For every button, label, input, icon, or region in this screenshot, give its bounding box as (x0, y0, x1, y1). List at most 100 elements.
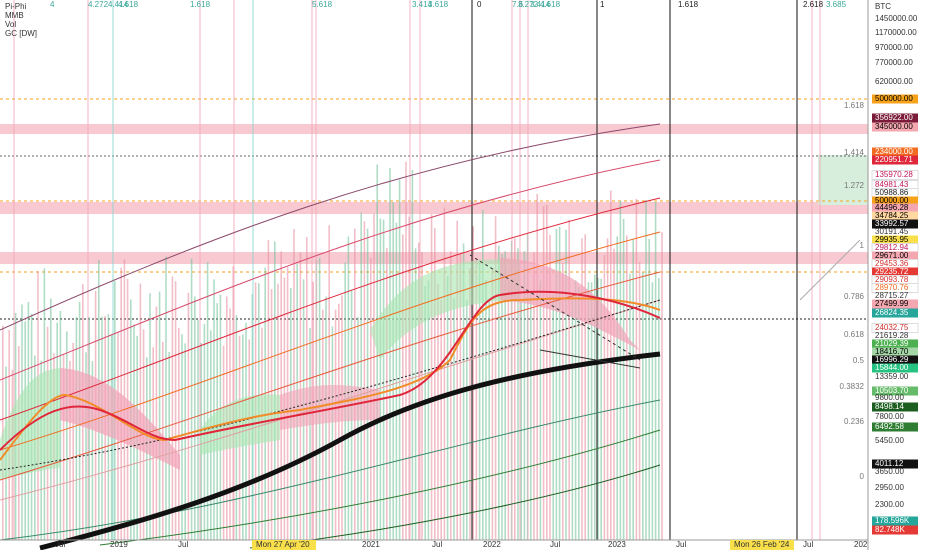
price-label: 30191.45 (875, 227, 909, 236)
price-badge (871, 283, 919, 293)
bar (555, 228, 558, 540)
bar (638, 262, 641, 540)
bar (75, 316, 78, 540)
bar (466, 300, 468, 540)
price-label: 29671.00 (875, 251, 909, 260)
bar (363, 221, 366, 540)
price-label: 135970.28 (875, 170, 913, 179)
price-label: 8498.14 (875, 402, 904, 411)
price-label: 18416.70 (875, 347, 909, 356)
bar (206, 262, 209, 540)
price-badge (872, 525, 918, 535)
bar (642, 272, 644, 540)
bar (408, 216, 410, 540)
time-label: Jul (432, 540, 442, 549)
bar (354, 228, 356, 541)
bar (421, 252, 423, 540)
fib-label: 0.236 (844, 417, 865, 426)
bar (405, 161, 407, 540)
top-label: 4 (50, 0, 55, 9)
bar (331, 326, 334, 540)
time-label: Mon 26 Feb '24 (734, 540, 790, 549)
price-badge (872, 308, 918, 318)
price-badge (872, 516, 918, 526)
top-label: 3.414 (412, 0, 433, 9)
curve (0, 297, 661, 461)
bar (590, 282, 593, 540)
bar (267, 240, 270, 540)
time-label: Jul (178, 540, 188, 549)
price-label: 5450.00 (875, 436, 904, 445)
bar (424, 285, 426, 540)
price-badge (872, 251, 918, 261)
top-label: 4.618 (540, 0, 561, 9)
price-label: 1170000.00 (875, 28, 917, 37)
bar (616, 236, 618, 540)
price-label: 356922.00 (875, 113, 913, 122)
bar (619, 201, 622, 540)
bar (594, 274, 596, 540)
price-badge (872, 211, 918, 221)
top-label: 0 (477, 0, 482, 9)
bar (549, 234, 551, 540)
bar (392, 202, 394, 540)
bar (360, 212, 362, 540)
bar (613, 248, 615, 540)
bar (149, 293, 151, 540)
bar (606, 238, 609, 541)
cloud (200, 394, 280, 455)
bar (530, 290, 532, 540)
curve (0, 299, 661, 501)
price-badge (871, 323, 919, 333)
price-badge (872, 386, 918, 396)
bar (379, 218, 382, 540)
time-label: Jul (676, 540, 686, 549)
time-label: Jul (803, 540, 813, 549)
bar (338, 303, 340, 540)
top-label: 1 (600, 0, 605, 9)
time-label: 202 (854, 540, 868, 549)
price-labels: BTC 1450000.00 1170000.00 970000.00 770000.0… (871, 2, 919, 535)
bar (574, 280, 577, 540)
fib-label: 0.5 (853, 356, 865, 365)
time-label: 2023 (608, 540, 626, 549)
legend-item: GC [DW] (5, 29, 37, 38)
bar (434, 227, 436, 541)
bar (482, 209, 484, 540)
bar (328, 225, 330, 540)
bar (190, 258, 193, 540)
bar (382, 219, 385, 540)
bar (571, 292, 574, 540)
time-label: 2022 (483, 540, 501, 549)
price-badge (872, 402, 918, 412)
bar (610, 190, 612, 541)
price-badge (872, 155, 918, 165)
bar (430, 214, 433, 540)
price-label: 220951.71 (875, 155, 913, 164)
price-label: 7800.00 (875, 412, 904, 421)
price-badge (872, 422, 918, 432)
top-label: 3.618 (428, 0, 449, 9)
fib-label: 0.786 (844, 292, 865, 301)
bar (488, 301, 490, 540)
bar (66, 331, 68, 540)
bar (632, 239, 634, 540)
bar (498, 245, 500, 540)
bar (469, 268, 471, 540)
bar (194, 296, 196, 540)
price-label: 27499.99 (875, 299, 909, 308)
price-badge (872, 299, 918, 309)
curve (0, 197, 661, 421)
bar (309, 327, 311, 540)
time-badge (730, 540, 794, 550)
bar (322, 309, 324, 540)
bar (600, 278, 602, 540)
bar (376, 164, 378, 540)
top-label: 3.685 (826, 0, 847, 9)
cloud (370, 259, 520, 360)
top-label: 1.618 (678, 0, 699, 9)
bar (165, 256, 167, 540)
band (0, 202, 868, 214)
top-label: 4.272 (88, 0, 109, 9)
